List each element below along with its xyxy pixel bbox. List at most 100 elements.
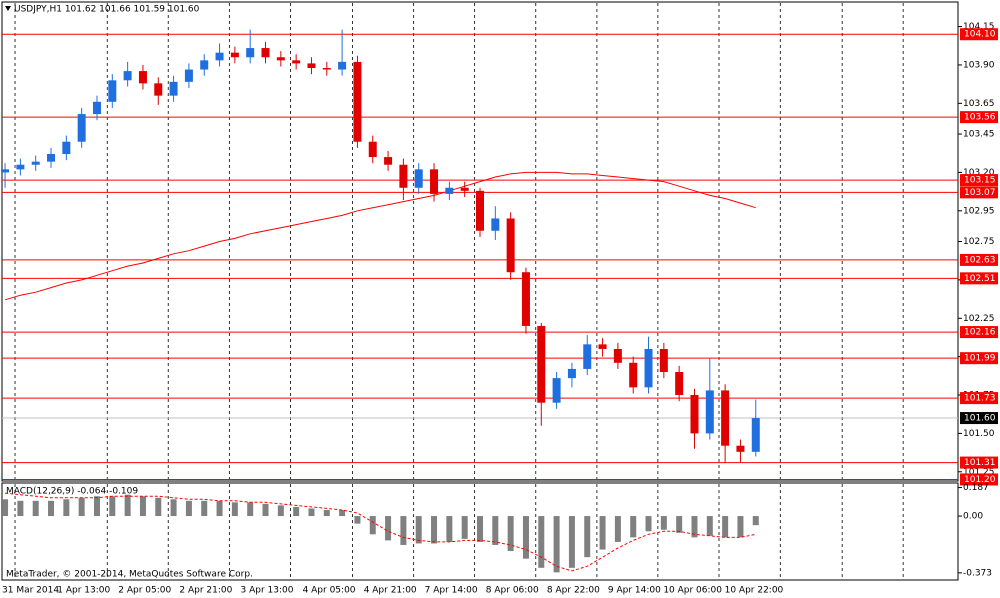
candle-body	[675, 371, 684, 396]
level-tag	[960, 272, 998, 285]
candle-body	[108, 80, 117, 102]
candle-body	[521, 272, 530, 326]
level-tag-label: 102.51	[964, 274, 996, 284]
macd-bar	[676, 516, 683, 533]
macd-bar	[139, 496, 146, 517]
macd-bar	[522, 516, 529, 559]
candle-body	[307, 63, 316, 69]
level-tag-label: 103.15	[964, 176, 996, 186]
level-tag	[960, 186, 998, 199]
macd-bar	[339, 509, 346, 517]
y-tick-label: 101.25	[963, 467, 995, 477]
candle-body	[353, 61, 362, 142]
y-tick-label: 102.75	[963, 237, 995, 247]
candle-body	[690, 395, 699, 434]
footer: MetaTrader, © 2001-2014, MetaQuotes Soft…	[6, 570, 253, 580]
candle-body	[169, 81, 178, 96]
macd-bar	[323, 509, 330, 517]
signal-line	[5, 492, 756, 572]
x-tick-label: 8 Apr 22:00	[547, 586, 600, 596]
level-tag	[960, 326, 998, 339]
chart-title: USDJPY,H1 101.62 101.66 101.59 101.60	[14, 5, 200, 15]
menu-arrow[interactable]	[5, 6, 11, 11]
candle-body	[491, 218, 500, 231]
macd-bar	[477, 516, 483, 542]
macd-bar	[262, 503, 269, 517]
y-tick-label: 102.25	[963, 314, 995, 324]
macd-bar	[385, 516, 392, 541]
macd-bar	[170, 499, 177, 517]
candle-body	[184, 69, 193, 82]
current-price-tag	[960, 412, 998, 425]
macd-bar	[2, 499, 9, 517]
level-tag-label: 104.10	[964, 30, 996, 40]
candle-body	[445, 187, 454, 194]
level-tag-label: 101.20	[964, 475, 996, 485]
macd-bar	[660, 516, 667, 530]
level-tag-label: 103.56	[964, 113, 996, 123]
candle-body	[659, 348, 668, 372]
macd-bar	[231, 502, 238, 517]
candle-body	[583, 344, 592, 369]
y-tick-label: 0.00	[963, 512, 983, 522]
candle-body	[736, 445, 745, 452]
y-tick-label: 103.90	[963, 60, 995, 70]
level-tag	[960, 392, 998, 405]
macd-bar	[645, 516, 652, 532]
level-tag-label: 101.99	[964, 354, 996, 364]
macd-bar	[109, 496, 116, 517]
candle-body	[138, 71, 147, 84]
macd-bar	[630, 516, 637, 538]
macd-bar	[553, 516, 560, 573]
candle-body	[123, 71, 132, 81]
candle-body	[47, 153, 56, 162]
macd-bar	[247, 502, 254, 517]
candle-body	[721, 390, 730, 446]
macd-bar	[691, 516, 698, 538]
candle-body	[246, 48, 255, 58]
level-tag	[960, 253, 998, 266]
candle-body	[292, 60, 301, 64]
x-tick-label: 10 Apr 06:00	[663, 586, 722, 596]
y-tick-label: 102.95	[963, 206, 995, 216]
candle-body	[537, 325, 546, 403]
candle-body	[476, 190, 484, 231]
macd-bar	[752, 516, 759, 526]
candle-body	[552, 378, 561, 403]
level-tag	[960, 174, 998, 187]
y-tick-label: 0.187	[963, 483, 989, 493]
candle-body	[751, 418, 760, 452]
y-tick-label: 103.20	[963, 168, 995, 178]
candle-body	[215, 52, 224, 61]
candle-body	[200, 60, 209, 70]
macd-bar	[277, 505, 284, 517]
candle-body	[629, 362, 638, 388]
macd-bar	[446, 516, 453, 542]
y-tick-label: 103.65	[963, 99, 995, 109]
macd-bar	[599, 516, 606, 550]
level-tag-label: 101.31	[964, 458, 996, 468]
x-tick-label: 2 Apr 21:00	[179, 586, 232, 596]
candle-body	[414, 169, 423, 188]
candle-body	[399, 164, 408, 188]
level-tag-label: 101.73	[964, 394, 996, 404]
main-pane	[1, 1, 959, 482]
candle-body	[430, 169, 439, 194]
y-tick-label: -0.373	[963, 568, 992, 578]
level-tag	[960, 456, 998, 469]
macd-bar	[185, 500, 192, 517]
candle-body	[384, 157, 393, 165]
level-tag-label: 103.07	[964, 188, 996, 198]
macd-bar	[568, 516, 575, 568]
level-tag-label: 102.63	[964, 255, 996, 265]
macd-bar	[614, 516, 621, 542]
candle-body	[705, 390, 714, 434]
level-tag	[960, 111, 998, 124]
macd-bar	[293, 506, 300, 517]
macd-bar	[78, 497, 85, 517]
x-tick-label: 9 Apr 14:00	[608, 586, 661, 596]
y-tick-label: 103.45	[963, 130, 995, 140]
x-tick-label: 1 Apr 13:00	[57, 586, 110, 596]
macd-bar	[400, 516, 407, 545]
